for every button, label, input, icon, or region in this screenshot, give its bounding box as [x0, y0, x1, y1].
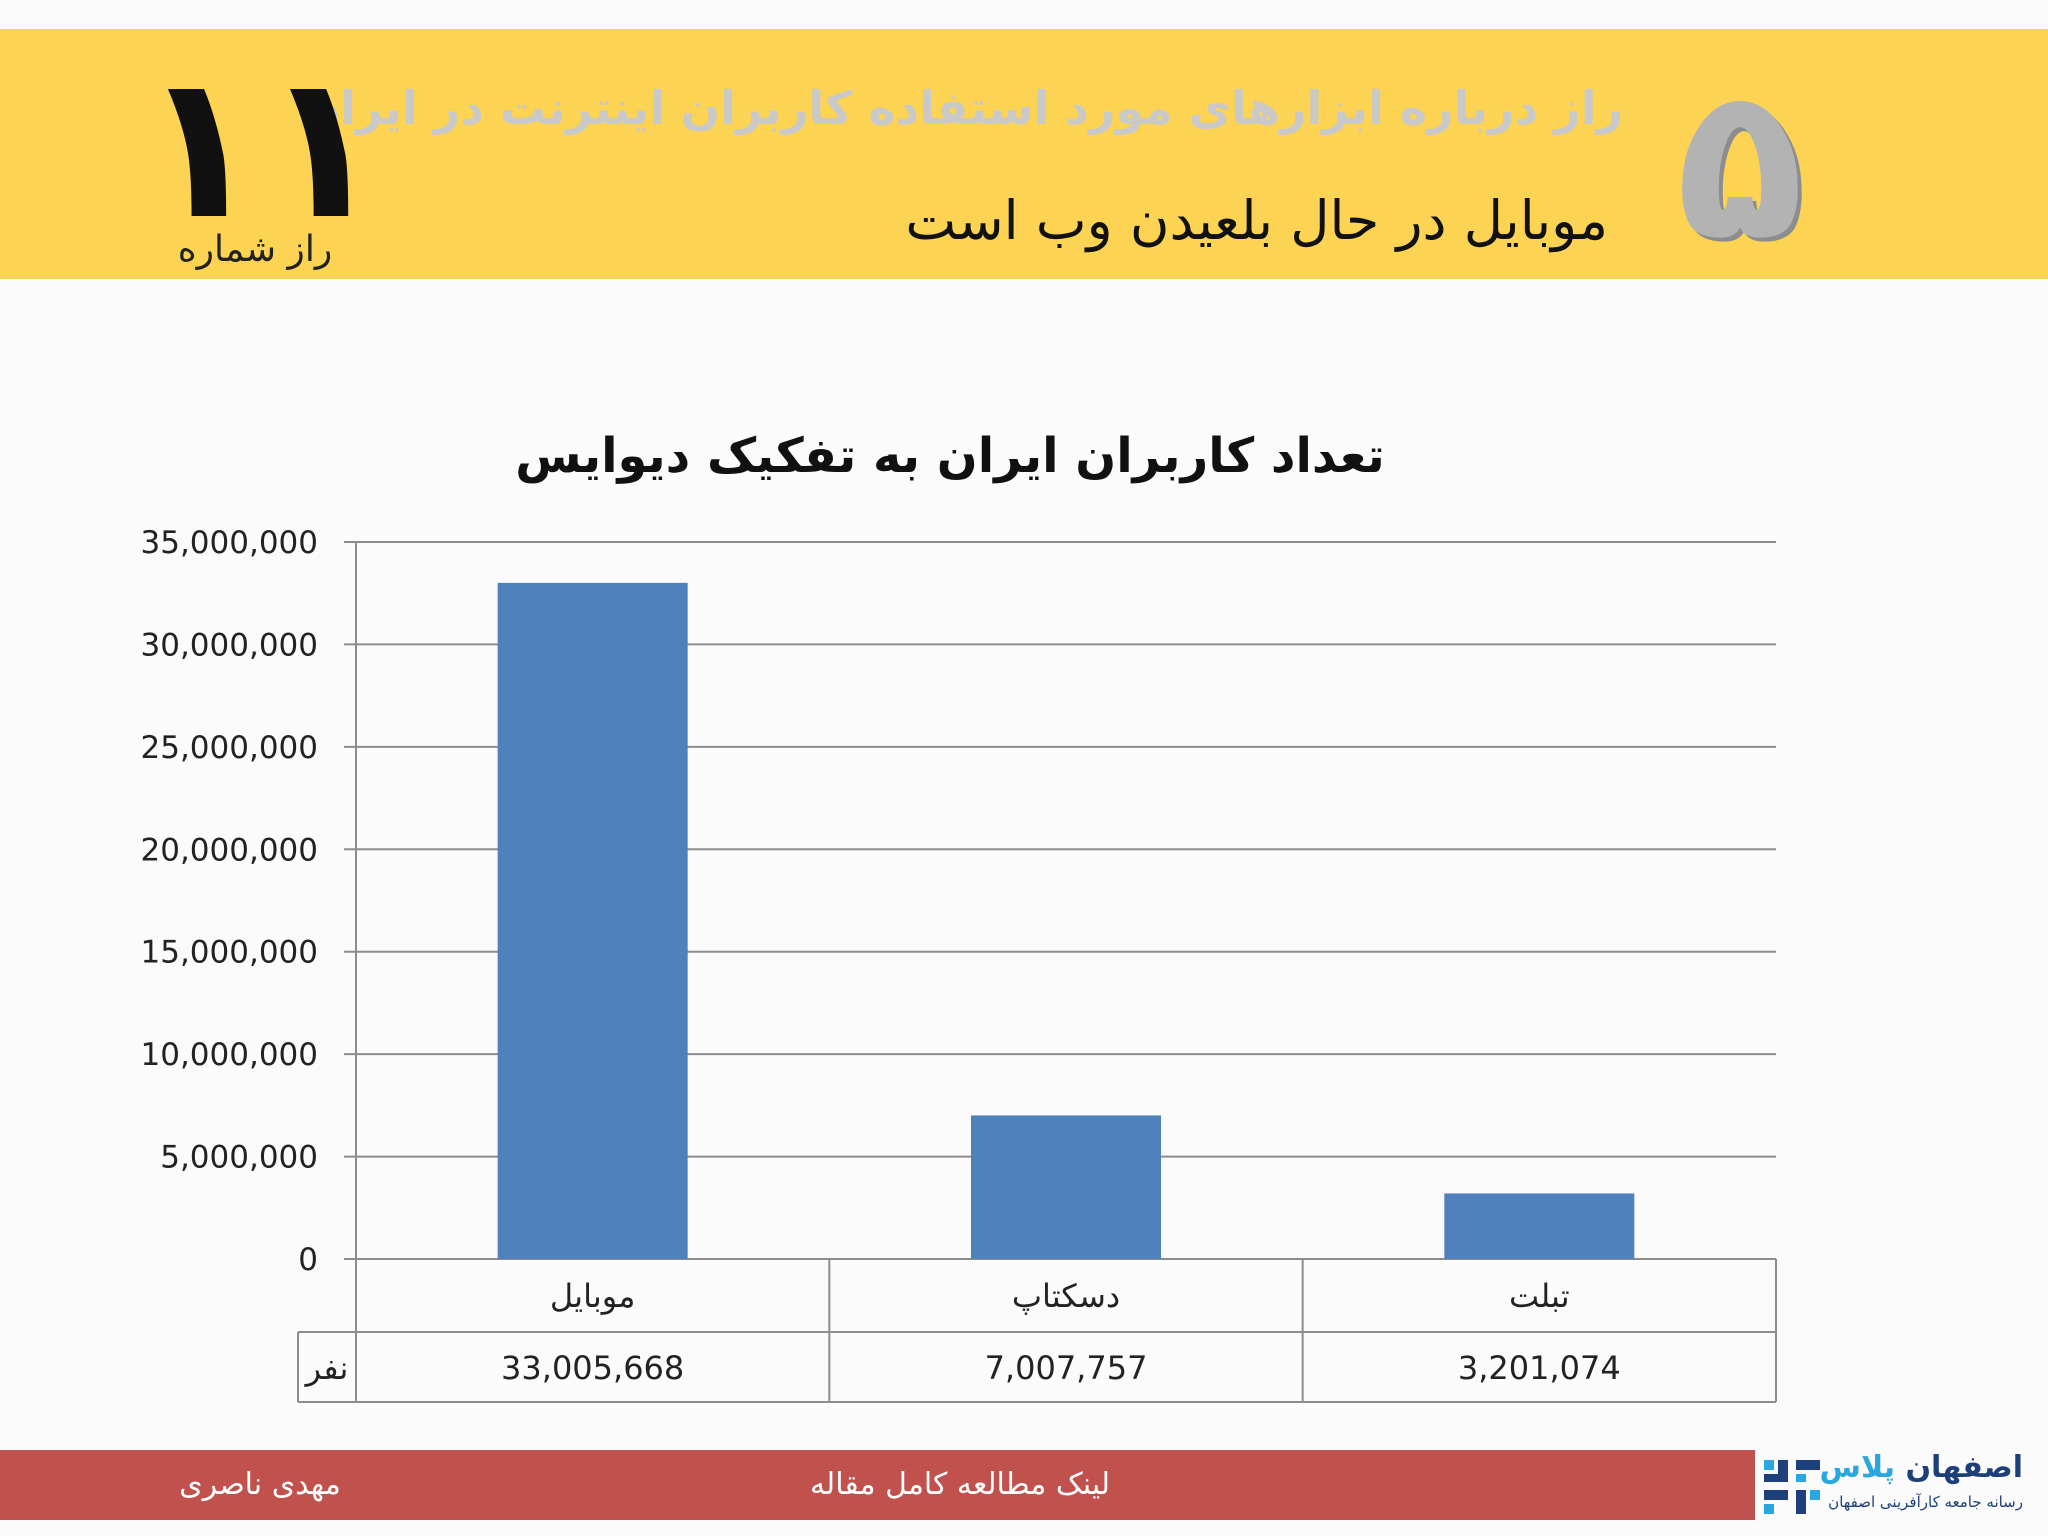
header-banner: ۵ راز درباره ابزارهای مورد استفاده کاربر… [0, 29, 2048, 279]
logo-name-accent: پلاس [1819, 1450, 1895, 1485]
bar-2 [971, 1115, 1161, 1259]
category-label: موبایل [550, 1277, 635, 1315]
secret-number: ۱۱ [140, 31, 385, 264]
y-tick-label: 35,000,000 [141, 525, 319, 561]
y-tick-label: 15,000,000 [141, 935, 319, 971]
site-logo[interactable]: اصفهان پلاس رسانه جامعه کارآفرینی اصفهان [1760, 1448, 2048, 1523]
value-label: 33,005,668 [501, 1349, 684, 1387]
secret-count-number: ۵ [1675, 41, 1805, 286]
bar-1 [497, 582, 688, 1259]
series-subtitle: راز درباره ابزارهای مورد استفاده کاربران… [300, 81, 1623, 135]
esfahan-plus-logo-icon [1764, 1460, 1820, 1514]
logo-name: اصفهان پلاس [1820, 1450, 2023, 1485]
footer-bar: مهدی ناصری لینک مطالعه کامل مقاله [0, 1450, 1755, 1520]
value-label: 3,201,074 [1458, 1349, 1621, 1387]
full-article-link[interactable]: لینک مطالعه کامل مقاله [809, 1467, 1111, 1502]
y-tick-label: 20,000,000 [141, 832, 319, 868]
category-label: تبلت [1509, 1277, 1570, 1315]
logo-tagline: رسانه جامعه کارآفرینی اصفهان [1828, 1493, 2023, 1511]
value-label: 7,007,757 [985, 1349, 1148, 1387]
y-tick-label: 5,000,000 [160, 1140, 318, 1176]
y-tick-label: 30,000,000 [141, 627, 319, 663]
logo-name-main: اصفهان [1905, 1450, 2023, 1485]
y-axis-ticks: 0 5,000,000 10,000,000 15,000,000 20,000,000… [141, 525, 319, 1278]
bar-chart: 0 5,000,000 10,000,000 15,000,000 20,000,000… [141, 525, 1777, 1403]
chart-data-table: موبایل 33,005,668 دسکتاپ 7,007,757 تبلت 3,201… [297, 1259, 1777, 1403]
category-label: دسکتاپ [1012, 1277, 1120, 1315]
secret-number-label: راز شماره [177, 229, 333, 270]
bar-3 [1444, 1193, 1635, 1259]
chart-bars [497, 582, 1635, 1259]
y-tick-label: 0 [298, 1242, 318, 1278]
author-name: مهدی ناصری [179, 1467, 341, 1502]
secret-title: موبایل در حال بلعیدن وب است [905, 189, 1608, 252]
y-tick-label: 10,000,000 [141, 1037, 319, 1073]
y-tick-label: 25,000,000 [141, 730, 319, 766]
unit-label: نفر [304, 1349, 349, 1387]
chart-title: تعداد کاربران ایران به تفکیک دیوایس [515, 428, 1385, 484]
